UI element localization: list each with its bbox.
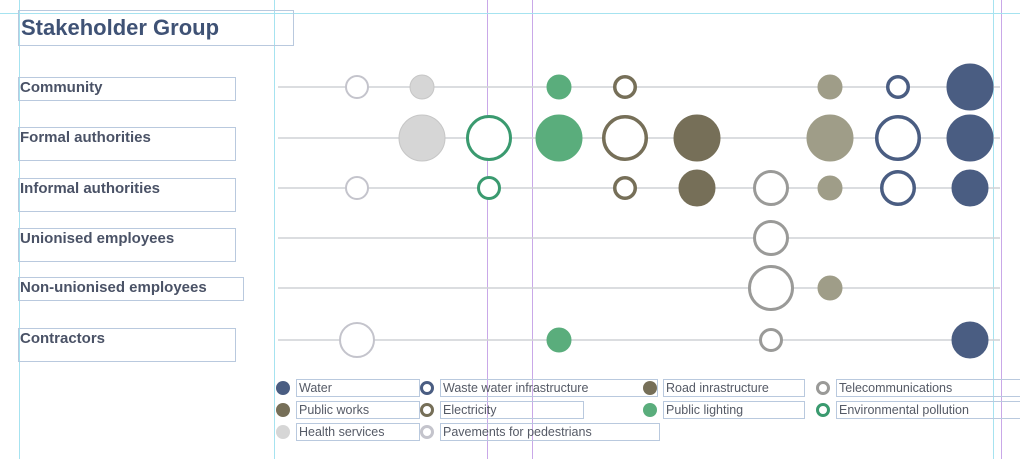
guide-line (487, 0, 488, 459)
bubble-formal-authorities-health-services (398, 114, 446, 162)
bubble-formal-authorities-waste-water-infrastructure (875, 115, 921, 161)
bubble-formal-authorities-road-inrastructure (806, 114, 854, 162)
row-label-contractors: Contractors (18, 328, 236, 362)
row-label-formal-authorities: Formal authorities (18, 127, 236, 161)
guide-line (274, 0, 275, 459)
bubble-contractors-telecommunications (759, 328, 783, 352)
legend-item: Public works (276, 401, 420, 419)
legend-label: Health services (296, 423, 420, 441)
guide-line (1001, 0, 1002, 459)
legend-label: Electricity (440, 401, 584, 419)
bubble-community-health-services (409, 74, 435, 100)
row-label-unionised-employees: Unionised employees (18, 228, 236, 262)
bubble-informal-authorities-water (951, 169, 989, 207)
legend-item: Pavements for pedestrians (420, 423, 660, 441)
legend-item: Road inrastructure (643, 379, 805, 397)
bubble-informal-authorities-public-works (678, 169, 716, 207)
guide-line (532, 0, 533, 459)
bubble-community-public-lighting (546, 74, 572, 100)
bubble-informal-authorities-environmental-pollution (477, 176, 501, 200)
legend-item: Health services (276, 423, 420, 441)
legend-label: Public works (296, 401, 420, 419)
legend-item: Electricity (420, 401, 584, 419)
bubble-community-water (946, 63, 994, 111)
legend-label: Road inrastructure (663, 379, 805, 397)
bubble-informal-authorities-waste-water-infrastructure (880, 170, 916, 206)
legend-label: Water (296, 379, 420, 397)
bubble-community-pavements-for-pedestrians (345, 75, 369, 99)
guide-line (19, 0, 20, 459)
legend-swatch-icon (816, 381, 830, 395)
legend-label: Pavements for pedestrians (440, 423, 660, 441)
legend-swatch-icon (420, 425, 434, 439)
bubble-non-unionised-employees-road-inrastructure (817, 275, 843, 301)
legend-swatch-icon (276, 425, 290, 439)
legend-item: Telecommunications (816, 379, 1020, 397)
bubble-contractors-pavements-for-pedestrians (339, 322, 375, 358)
bubble-community-electricity (613, 75, 637, 99)
legend-label: Environmental pollution (836, 401, 1020, 419)
bubble-informal-authorities-telecommunications (753, 170, 789, 206)
bubble-formal-authorities-electricity (602, 115, 648, 161)
bubble-community-waste-water-infrastructure (886, 75, 910, 99)
bubble-formal-authorities-water (946, 114, 994, 162)
bubble-contractors-water (951, 321, 989, 359)
legend-swatch-icon (420, 381, 434, 395)
legend-item: Public lighting (643, 401, 805, 419)
bubble-formal-authorities-public-works (673, 114, 721, 162)
bubble-non-unionised-employees-telecommunications (748, 265, 794, 311)
bubble-informal-authorities-electricity (613, 176, 637, 200)
legend-swatch-icon (276, 403, 290, 417)
legend-item: Waste water infrastructure (420, 379, 658, 397)
legend-label: Waste water infrastructure (440, 379, 658, 397)
legend-label: Public lighting (663, 401, 805, 419)
row-label-non-unionised-employees: Non-unionised employees (18, 277, 244, 301)
row-label-informal-authorities: Informal authorities (18, 178, 236, 212)
bubble-contractors-public-lighting (546, 327, 572, 353)
legend-swatch-icon (816, 403, 830, 417)
guide-line (993, 0, 994, 459)
bubble-informal-authorities-road-inrastructure (817, 175, 843, 201)
guide-line (0, 13, 1020, 14)
legend-label: Telecommunications (836, 379, 1020, 397)
legend-swatch-icon (643, 403, 657, 417)
bubble-formal-authorities-public-lighting (535, 114, 583, 162)
legend-swatch-icon (420, 403, 434, 417)
bubble-community-road-inrastructure (817, 74, 843, 100)
bubble-formal-authorities-environmental-pollution (466, 115, 512, 161)
page-title: Stakeholder Group (18, 10, 294, 46)
legend-swatch-icon (643, 381, 657, 395)
bubble-informal-authorities-pavements-for-pedestrians (345, 176, 369, 200)
row-label-community: Community (18, 77, 236, 101)
bubble-unionised-employees-telecommunications (753, 220, 789, 256)
legend-item: Environmental pollution (816, 401, 1020, 419)
legend-item: Water (276, 379, 420, 397)
legend-swatch-icon (276, 381, 290, 395)
